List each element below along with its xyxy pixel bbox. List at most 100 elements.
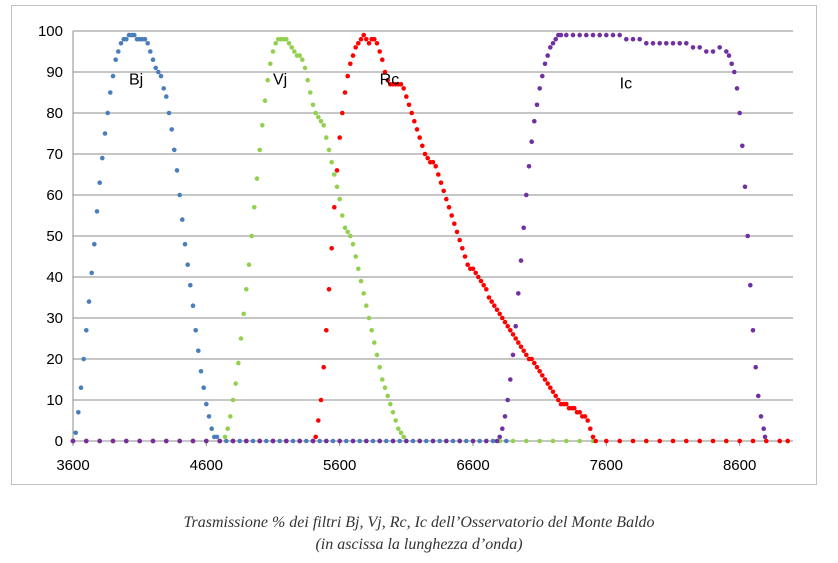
point-bj-72	[330, 438, 336, 444]
point-rc-61	[425, 155, 431, 161]
point-vj-65	[364, 303, 369, 309]
x-tick-label-7600: 7600	[590, 457, 623, 474]
point-vj-60	[350, 241, 356, 247]
point-rc-93	[510, 332, 516, 337]
point-vj-43	[305, 77, 311, 83]
point-rc-33	[350, 53, 356, 58]
point-vj-59	[348, 233, 353, 239]
chart-frame	[11, 5, 817, 485]
y-tick-label-90: 90	[46, 64, 63, 81]
point-ic-62	[597, 32, 602, 38]
point-rc-53	[404, 94, 409, 99]
point-bj-96	[490, 438, 496, 444]
point-vj-71	[380, 377, 385, 382]
point-ic-43	[524, 192, 529, 198]
point-ic-79	[710, 49, 716, 54]
point-rc-45	[382, 69, 388, 75]
point-ic-81	[724, 49, 729, 54]
point-bj-98	[504, 438, 509, 444]
point-ic-96	[762, 434, 768, 440]
point-bj-16	[113, 57, 118, 62]
point-vj-76	[393, 418, 399, 423]
point-bj-35	[164, 94, 169, 99]
point-bj-12	[102, 131, 108, 136]
point-bj-64	[277, 438, 283, 444]
point-ic-54	[553, 36, 558, 42]
point-vj-17	[236, 360, 241, 366]
point-bj-18	[118, 41, 124, 46]
point-ic-77	[697, 45, 702, 50]
point-ic-42	[521, 225, 526, 231]
point-vj-67	[369, 328, 375, 333]
point-rc-134	[724, 438, 729, 444]
point-rc-102	[534, 364, 540, 370]
point-rc-55	[409, 110, 415, 116]
point-ic-95	[761, 426, 766, 432]
point-rc-52	[401, 86, 407, 91]
point-bj-32	[156, 69, 161, 75]
point-vj-48	[318, 118, 324, 124]
point-ic-46	[532, 118, 537, 124]
point-bj-47	[196, 348, 201, 354]
point-vj-49	[321, 123, 327, 128]
point-ic-36	[505, 397, 511, 403]
point-bj-45	[190, 303, 196, 309]
point-ic-91	[750, 328, 756, 333]
point-ic-29	[457, 438, 463, 444]
point-bj-38	[172, 147, 177, 153]
point-bj-31	[153, 65, 158, 71]
point-bj-51	[206, 414, 212, 419]
point-vj-61	[353, 254, 359, 259]
point-rc-122	[588, 426, 593, 432]
series-label-ic: Ic	[620, 75, 632, 92]
point-rc-137	[764, 438, 769, 444]
point-ic-72	[664, 41, 669, 46]
point-ic-10	[204, 438, 209, 444]
point-bj-10	[97, 180, 102, 185]
series-label-vj: Vj	[273, 71, 287, 88]
point-vj-44	[308, 90, 313, 95]
point-bj-42	[182, 241, 188, 247]
point-bj-48	[198, 369, 204, 374]
point-rc-106	[545, 381, 550, 386]
point-bj-43	[185, 262, 190, 268]
point-ic-71	[657, 41, 662, 46]
point-rc-85	[489, 299, 495, 304]
point-vj-20	[244, 287, 249, 292]
point-bj-66	[290, 438, 296, 444]
point-vj-66	[366, 315, 372, 321]
point-vj-31	[273, 41, 279, 46]
point-ic-85	[734, 86, 740, 91]
x-tick-label-8600: 8600	[723, 457, 756, 474]
point-rc-86	[492, 303, 497, 309]
series-label-rc: Rc	[380, 71, 400, 88]
point-vj-91	[550, 438, 556, 444]
point-ic-80	[717, 45, 722, 50]
point-rc-64	[433, 164, 439, 169]
point-vj-26	[260, 123, 265, 128]
point-vj-13	[225, 426, 230, 432]
point-ic-64	[610, 32, 616, 38]
point-rc-75	[462, 254, 468, 259]
point-rc-63	[430, 159, 436, 165]
point-vj-72	[382, 385, 388, 391]
point-rc-27	[334, 168, 340, 173]
point-vj-22	[249, 233, 254, 239]
point-vj-21	[246, 262, 252, 268]
point-rc-79	[473, 270, 479, 276]
point-rc-116	[572, 405, 577, 411]
point-rc-136	[750, 438, 756, 444]
point-rc-126	[617, 438, 622, 444]
point-bj-36	[166, 110, 172, 116]
point-ic-9	[190, 438, 196, 444]
point-vj-63	[358, 278, 364, 284]
point-rc-97	[521, 348, 526, 354]
point-bj-70	[317, 438, 323, 444]
point-ic-25	[404, 438, 409, 444]
point-bj-2	[76, 410, 81, 415]
point-ic-89	[745, 233, 750, 239]
point-ic-19	[324, 438, 329, 444]
point-rc-69	[446, 205, 452, 210]
point-ic-4	[124, 438, 129, 444]
point-rc-128	[644, 438, 649, 444]
